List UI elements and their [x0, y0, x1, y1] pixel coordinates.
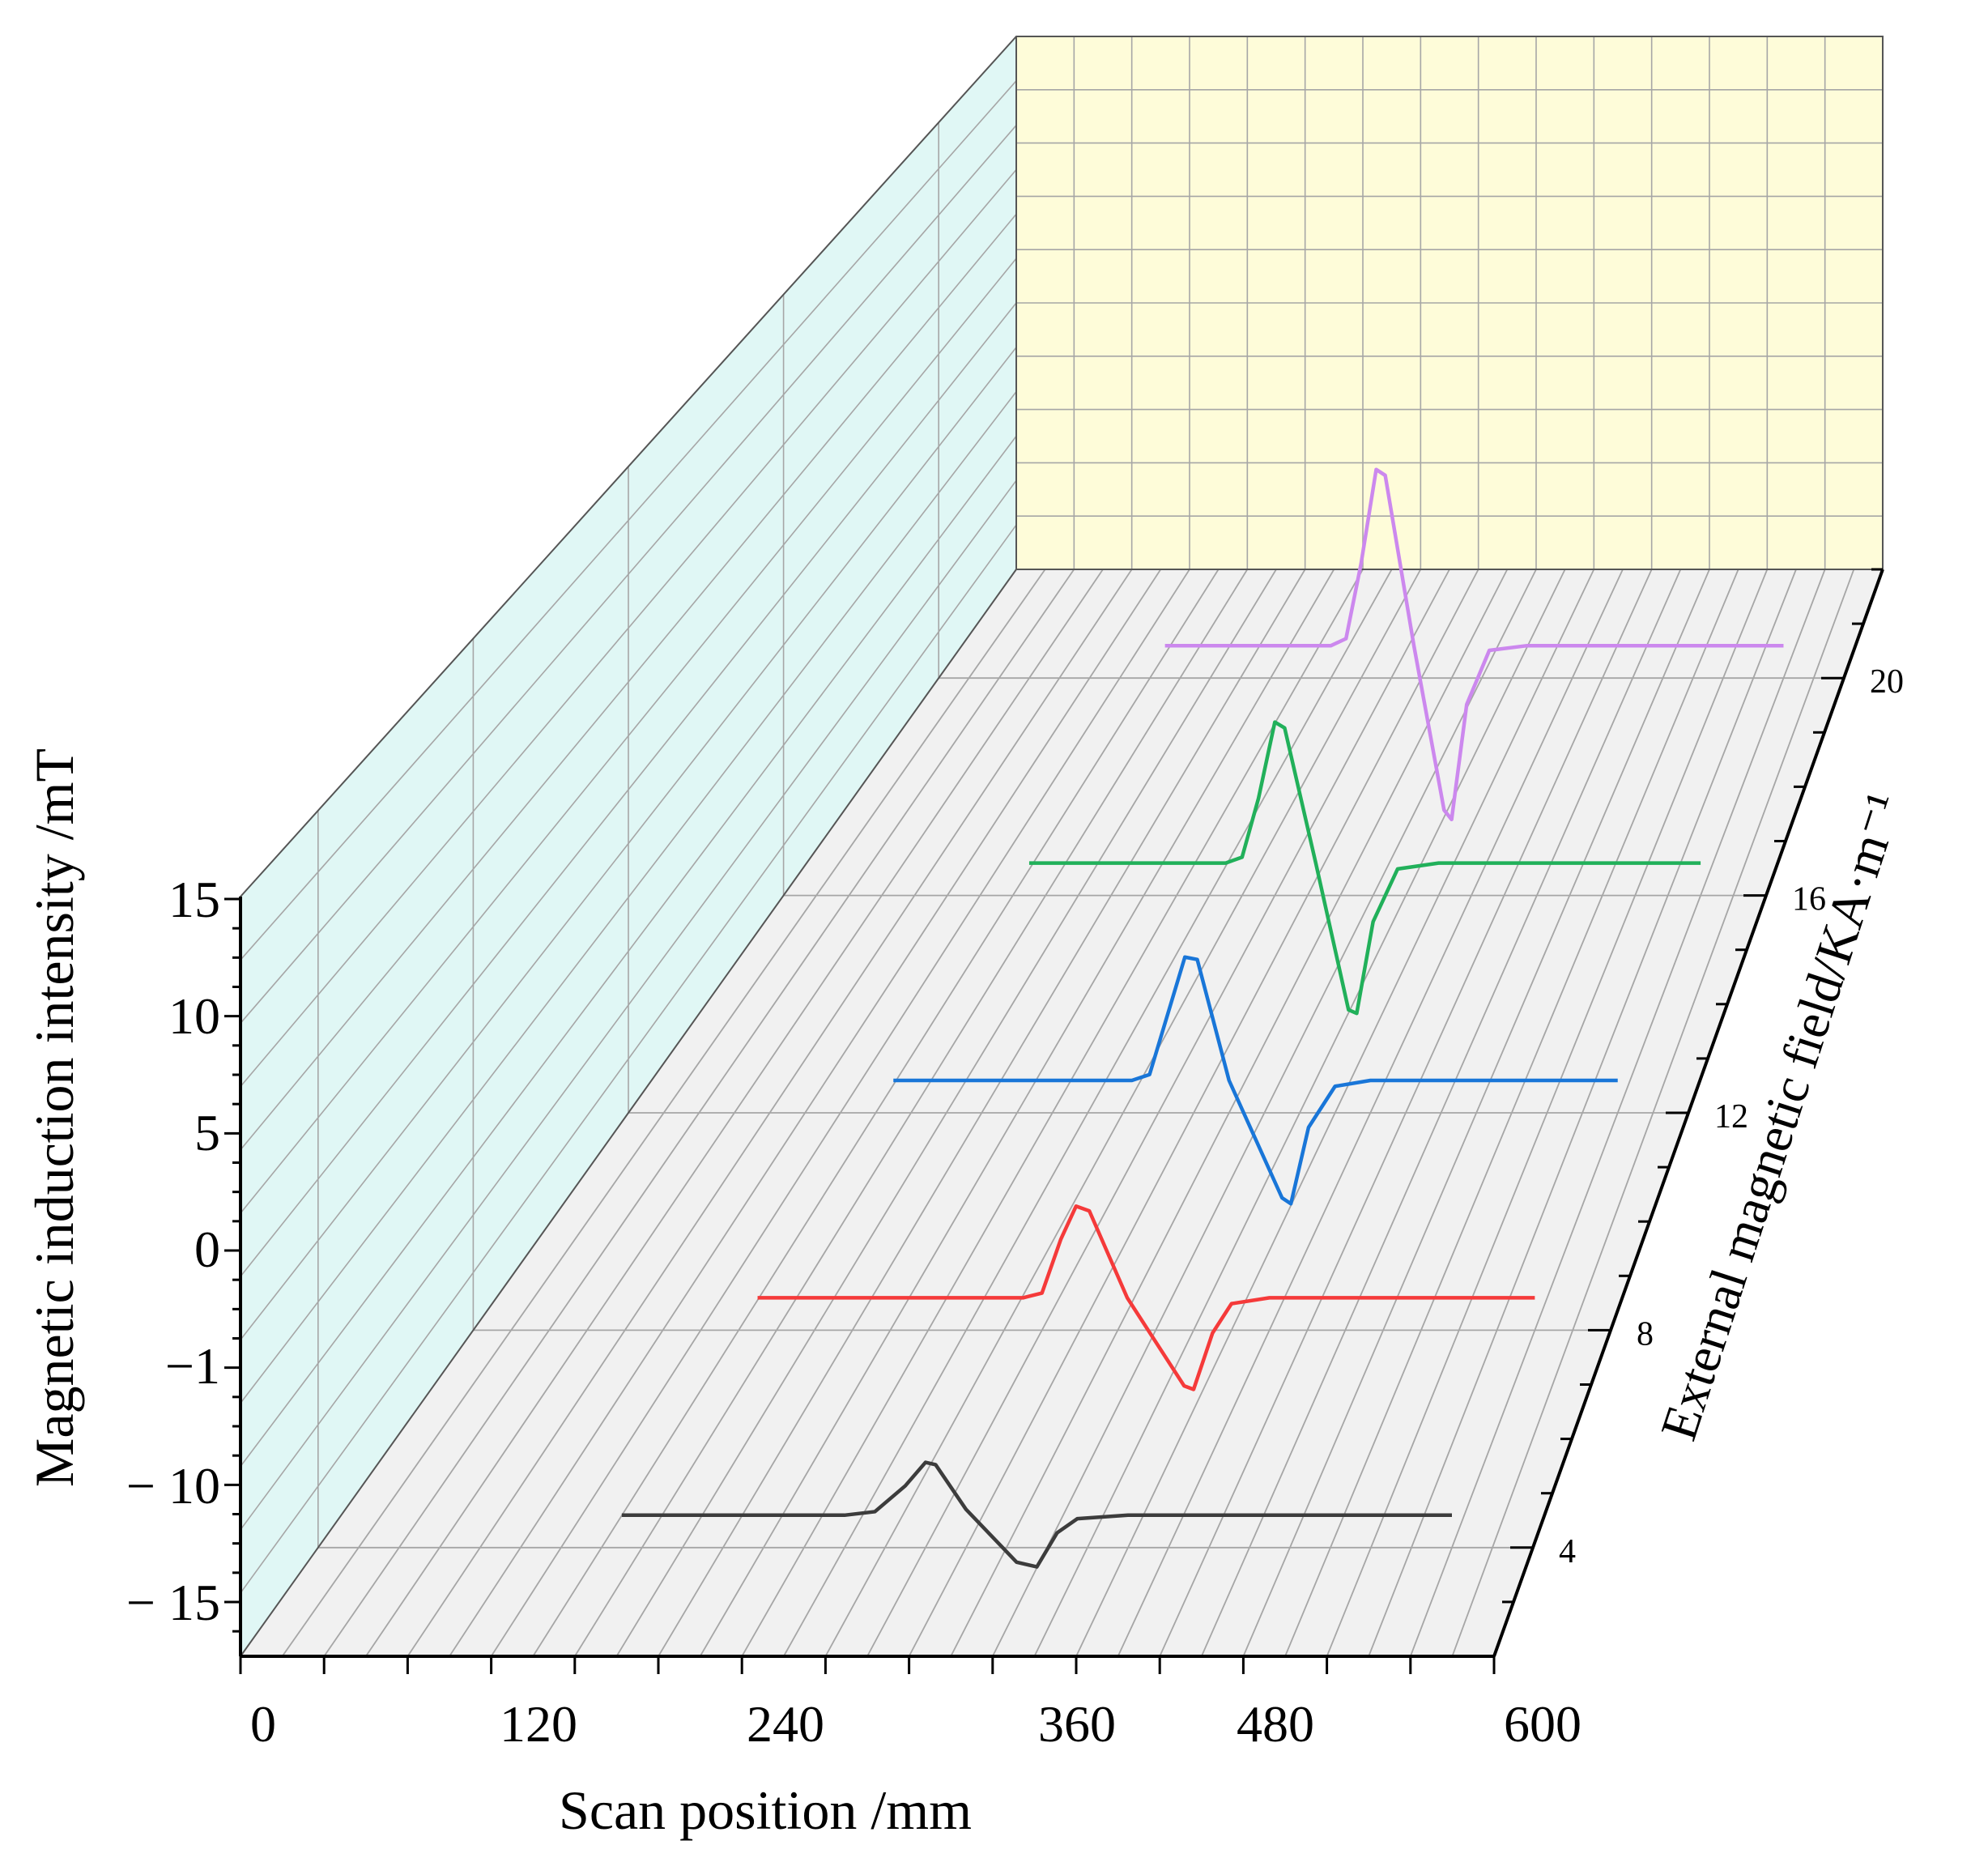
grid-lines: [240, 36, 1884, 1657]
y-axis-title: Magnetic induction intensity /mT: [23, 748, 85, 1487]
y-tick-label: 5: [194, 1104, 220, 1161]
series-group: [621, 467, 1784, 1569]
chart-walls: [241, 36, 1883, 1656]
y-tick-label: − 15: [126, 1574, 220, 1631]
wall-edge: [240, 569, 1017, 1657]
y-tick-label: 10: [168, 987, 220, 1045]
z-tick-label: 12: [1714, 1098, 1748, 1136]
y-tick-label: −1: [165, 1337, 220, 1395]
x-tick-label: 240: [747, 1695, 824, 1753]
y-tick-label: 0: [194, 1221, 220, 1278]
series-line: [1028, 720, 1701, 1016]
x-tick-label: 360: [1038, 1695, 1116, 1753]
z-tick-label: 20: [1870, 663, 1904, 701]
x-tick-label: 0: [250, 1695, 276, 1753]
tick-labels: 0 120 240 360 480 600 15 10 5 0 −1 − 10 − 15 4 8 12 16 20: [126, 663, 1904, 1753]
x-tick-label: 120: [500, 1695, 577, 1753]
y-tick-label: − 10: [126, 1457, 220, 1515]
axes: [224, 568, 1884, 1674]
x-axis-title: Scan position /mm: [559, 1779, 972, 1841]
series-line: [893, 955, 1618, 1206]
z-tick-label: 8: [1637, 1315, 1654, 1353]
z-tick-label: 16: [1792, 881, 1826, 918]
z-tick-label: 4: [1559, 1533, 1576, 1570]
series-line: [1164, 467, 1784, 822]
x-tick-label: 600: [1504, 1695, 1581, 1753]
series-line: [757, 1204, 1535, 1391]
x-tick-label: 480: [1237, 1695, 1314, 1753]
y-tick-label: 15: [168, 871, 220, 928]
series-line: [621, 1460, 1452, 1569]
